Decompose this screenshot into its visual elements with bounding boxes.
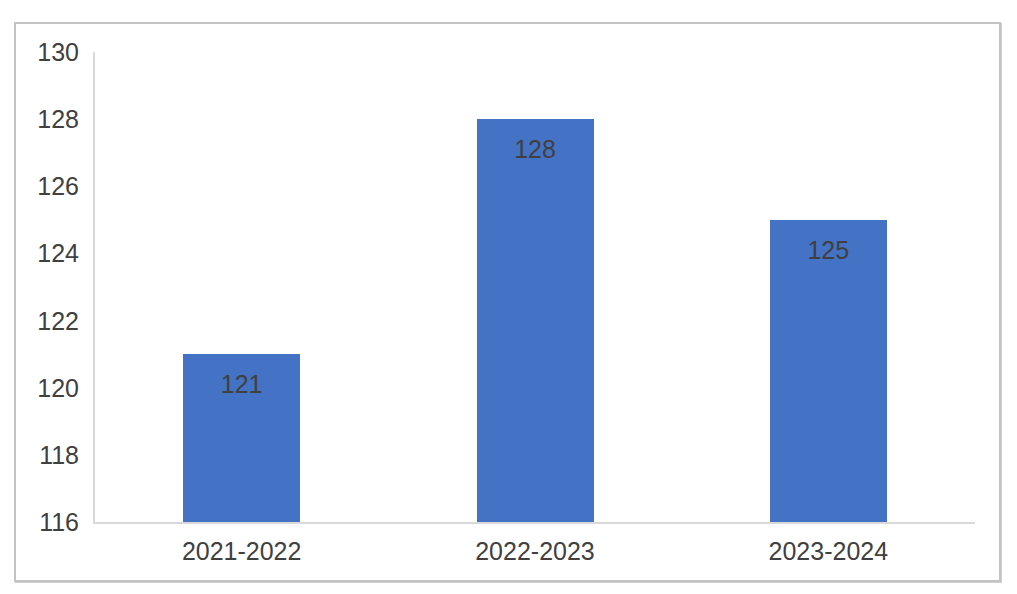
bar-data-label: 125: [770, 220, 887, 265]
chart-bar: 121: [183, 354, 300, 522]
y-axis-tick-label: 118: [16, 440, 79, 470]
y-axis-tick-label: 120: [16, 373, 79, 403]
x-axis-category-label: 2021-2022: [95, 536, 388, 566]
x-axis-labels: 2021-20222022-20232023-2024: [95, 536, 975, 576]
y-axis-tick-label: 126: [16, 171, 79, 201]
bar-data-label: 121: [183, 354, 300, 399]
chart-bar: 128: [477, 119, 594, 522]
y-axis-tick-label: 124: [16, 238, 79, 268]
chart-frame: 116 118 120 122 124 126 128 130 121 128 125 2021-…: [14, 22, 1001, 582]
y-axis-tick-label: 128: [16, 104, 79, 134]
x-axis-category-label: 2023-2024: [682, 536, 975, 566]
plot-area: 121 128 125: [95, 52, 975, 522]
y-axis-tick-label: 122: [16, 306, 79, 336]
bar-data-label: 128: [477, 119, 594, 164]
y-axis-tick-label: 116: [16, 507, 79, 537]
chart-canvas: 116 118 120 122 124 126 128 130 121 128 125 2021-…: [0, 0, 1017, 594]
x-axis-line: [93, 522, 975, 524]
y-axis-labels: 116118120122124126128130: [16, 52, 79, 522]
y-axis-tick-label: 130: [16, 37, 79, 67]
chart-bar: 125: [770, 220, 887, 522]
x-axis-category-label: 2022-2023: [388, 536, 681, 566]
